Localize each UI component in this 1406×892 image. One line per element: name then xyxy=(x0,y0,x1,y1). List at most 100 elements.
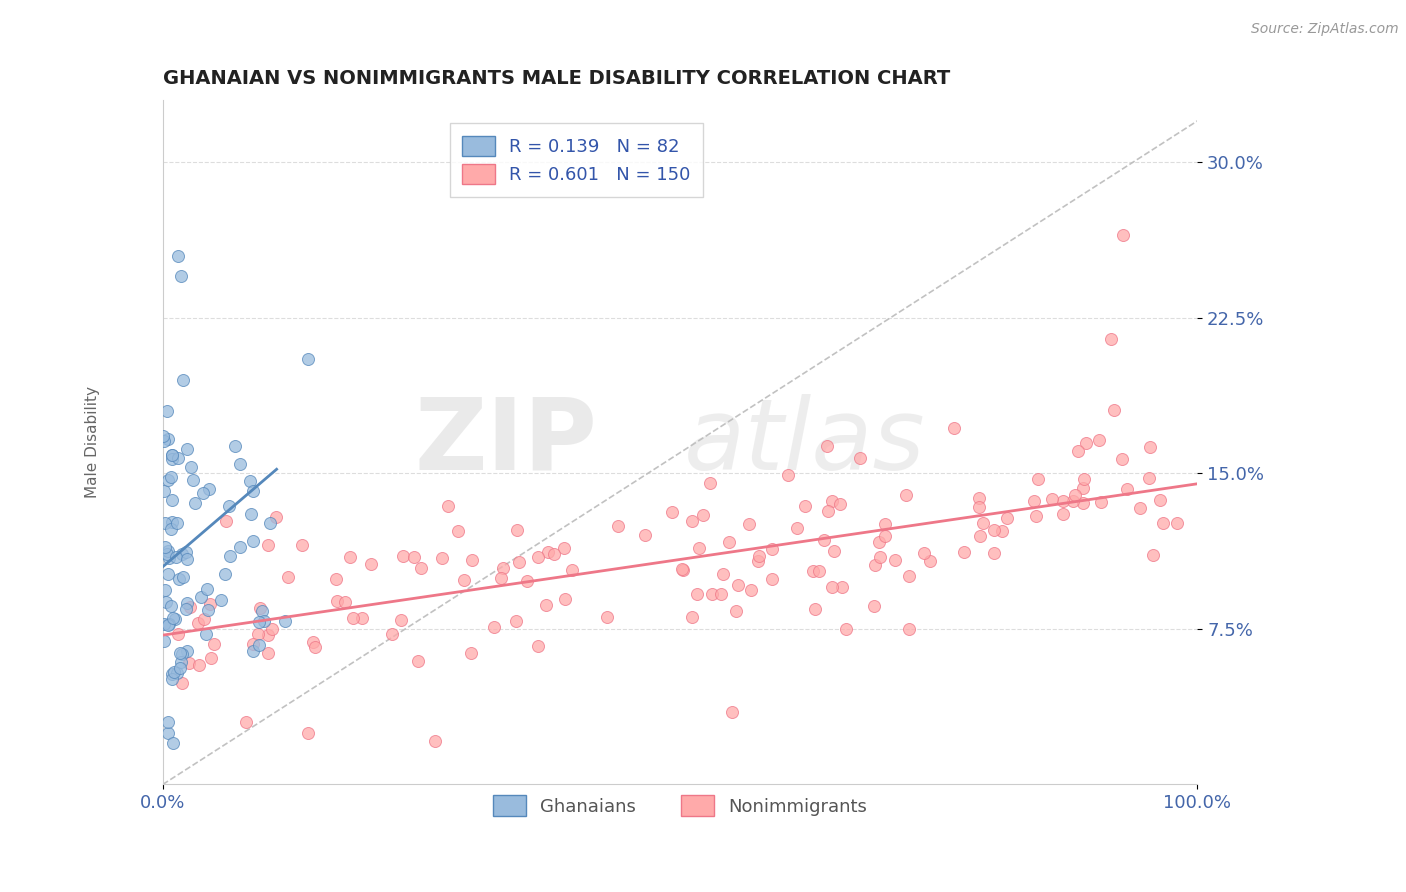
Point xyxy=(1073,472,1095,486)
Point xyxy=(740,582,762,597)
Point xyxy=(260,623,283,637)
Point xyxy=(898,569,921,583)
Point xyxy=(1052,493,1074,508)
Point xyxy=(918,553,941,567)
Point xyxy=(1024,494,1046,508)
Point xyxy=(1088,433,1111,447)
Point xyxy=(720,705,742,719)
Point xyxy=(160,516,183,530)
Point xyxy=(257,538,280,552)
Point xyxy=(738,516,761,531)
Point xyxy=(162,611,184,625)
Point xyxy=(160,667,183,681)
Point xyxy=(195,582,218,597)
Point xyxy=(1071,481,1094,495)
Point xyxy=(969,500,991,514)
Point xyxy=(176,552,198,566)
Point xyxy=(247,627,270,641)
Point xyxy=(813,533,835,547)
Point xyxy=(776,468,799,483)
Point xyxy=(274,614,297,628)
Point xyxy=(484,620,506,634)
Point xyxy=(204,637,226,651)
Point xyxy=(607,519,630,533)
Point xyxy=(508,555,530,569)
Point xyxy=(873,529,896,543)
Point xyxy=(492,561,515,575)
Point xyxy=(157,567,180,582)
Point xyxy=(1025,508,1047,523)
Point xyxy=(1074,436,1097,450)
Point xyxy=(1137,471,1160,485)
Point xyxy=(1064,488,1087,502)
Point xyxy=(297,725,319,739)
Point xyxy=(162,736,184,750)
Point xyxy=(884,553,907,567)
Point xyxy=(786,520,808,534)
Point xyxy=(176,544,198,558)
Text: GHANAIAN VS NONIMMIGRANTS MALE DISABILITY CORRELATION CHART: GHANAIAN VS NONIMMIGRANTS MALE DISABILIT… xyxy=(163,69,950,87)
Point xyxy=(815,438,838,452)
Point xyxy=(153,583,176,598)
Point xyxy=(561,563,583,577)
Point xyxy=(710,587,733,601)
Point xyxy=(408,654,430,668)
Point xyxy=(200,651,222,665)
Point xyxy=(436,500,458,514)
Point xyxy=(166,450,188,465)
Point xyxy=(793,499,815,513)
Point xyxy=(692,508,714,522)
Point xyxy=(153,617,176,632)
Point xyxy=(748,549,770,563)
Point xyxy=(526,639,548,653)
Point xyxy=(1129,500,1152,515)
Point xyxy=(1026,472,1049,486)
Point xyxy=(163,665,186,679)
Point xyxy=(159,470,181,484)
Point xyxy=(170,655,193,669)
Point xyxy=(157,550,180,565)
Point xyxy=(821,493,844,508)
Point xyxy=(381,627,404,641)
Point xyxy=(242,644,264,658)
Point xyxy=(995,510,1018,524)
Point xyxy=(596,610,619,624)
Point xyxy=(180,459,202,474)
Point xyxy=(727,578,749,592)
Point xyxy=(1112,227,1135,242)
Point xyxy=(160,451,183,466)
Point xyxy=(1115,482,1137,496)
Point xyxy=(894,488,917,502)
Point xyxy=(181,473,204,487)
Point xyxy=(239,474,262,488)
Point xyxy=(868,535,890,549)
Point xyxy=(162,672,184,686)
Point xyxy=(1152,516,1174,530)
Point xyxy=(239,507,262,521)
Point xyxy=(360,557,382,571)
Point xyxy=(301,634,323,648)
Point xyxy=(828,497,851,511)
Point xyxy=(167,249,190,263)
Point xyxy=(537,544,560,558)
Point xyxy=(155,540,177,554)
Point xyxy=(242,484,264,499)
Point xyxy=(1052,508,1074,522)
Point xyxy=(228,457,250,471)
Point xyxy=(187,616,209,631)
Point xyxy=(942,420,965,434)
Point xyxy=(209,593,232,607)
Point xyxy=(253,614,276,628)
Point xyxy=(969,528,991,542)
Point xyxy=(235,715,257,730)
Point xyxy=(183,496,205,510)
Point xyxy=(1040,491,1063,506)
Point xyxy=(1166,516,1188,530)
Point xyxy=(505,614,527,628)
Point xyxy=(718,535,741,549)
Point xyxy=(527,550,550,565)
Point xyxy=(817,504,839,518)
Point xyxy=(831,580,853,594)
Point xyxy=(166,665,188,680)
Point xyxy=(801,564,824,578)
